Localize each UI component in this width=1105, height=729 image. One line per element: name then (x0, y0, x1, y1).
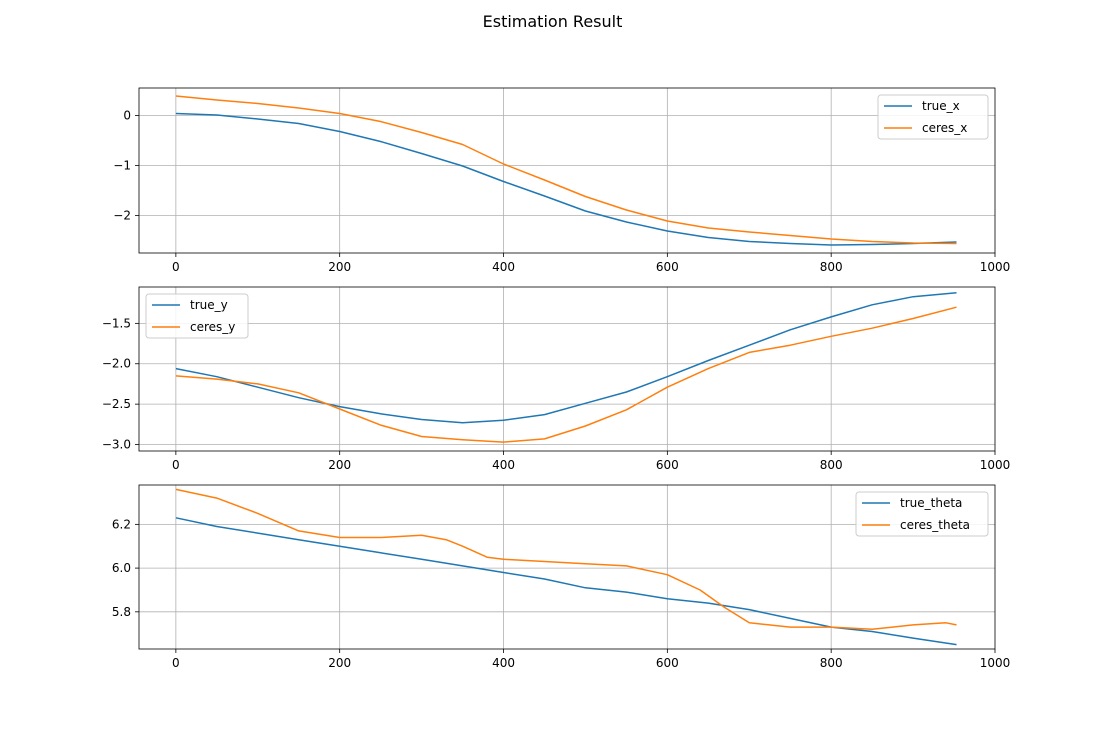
axes-frame (138, 87, 996, 254)
x-tick-label: 0 (172, 260, 180, 274)
legend-label-ceres-x: ceres_x (922, 121, 967, 135)
legend-label-ceres-theta: ceres_theta (900, 518, 970, 532)
x-tick-label: 200 (328, 656, 351, 670)
x-tick-label: 0 (172, 458, 180, 472)
x-tick-label: 1000 (980, 458, 1011, 472)
legend-label-true-theta: true_theta (900, 496, 962, 510)
y-tick-label: 6.0 (112, 561, 131, 575)
y-tick-label: 0 (123, 109, 131, 123)
x-tick-label: 0 (172, 656, 180, 670)
x-tick-label: 400 (492, 260, 515, 274)
y-tick-label: −1 (113, 159, 131, 173)
x-tick-label: 200 (328, 458, 351, 472)
series-line-ceres-theta (175, 488, 957, 631)
series-line-ceres-x (175, 95, 957, 245)
y-tick-label: −2.0 (102, 357, 131, 371)
y-tick-label: 5.8 (112, 605, 131, 619)
x-tick-label: 600 (656, 656, 679, 670)
x-tick-label: 1000 (980, 260, 1011, 274)
x-tick-label: 600 (656, 458, 679, 472)
figure-title: Estimation Result (482, 12, 623, 31)
series-line-true-x (175, 112, 957, 246)
x-tick-label: 800 (820, 260, 843, 274)
legend-label-true-y: true_y (190, 298, 228, 312)
legend-x: true_x ceres_x (877, 94, 989, 140)
axes-frame (138, 484, 996, 650)
series-line-ceres-y (175, 306, 957, 443)
x-tick-label: 1000 (980, 656, 1011, 670)
x-tick-label: 800 (820, 458, 843, 472)
subplot-theta: 0 200 400 600 800 1000 5.8 6.0 6.2 true_thetacere… (112, 484, 1011, 670)
subplot-x: 0 200 400 600 800 1000 0 −1 −2 true_x ceres_x (113, 87, 1011, 274)
x-tick-label: 200 (328, 260, 351, 274)
subplot-y: 0 200 400 600 800 1000 −1.5 −2.0 −2.5 −3.0 true_yc… (102, 286, 1011, 472)
y-tick-label: −2.5 (102, 397, 131, 411)
y-tick-label: −2 (113, 209, 131, 223)
legend-label-true-x: true_x (922, 99, 960, 113)
legend-y: true_y ceres_y (145, 293, 249, 339)
x-tick-label: 600 (656, 260, 679, 274)
series-line-true-theta (175, 517, 957, 646)
legend-label-ceres-y: ceres_y (190, 320, 235, 334)
series-line-true-y (175, 291, 957, 424)
x-tick-label: 400 (492, 656, 515, 670)
axes-frame (138, 286, 996, 452)
y-tick-label: −3.0 (102, 438, 131, 452)
y-tick-label: −1.5 (102, 316, 131, 330)
legend-theta: true_theta ceres_theta (855, 491, 989, 537)
x-tick-label: 800 (820, 656, 843, 670)
x-tick-label: 400 (492, 458, 515, 472)
y-tick-label: 6.2 (112, 517, 131, 531)
